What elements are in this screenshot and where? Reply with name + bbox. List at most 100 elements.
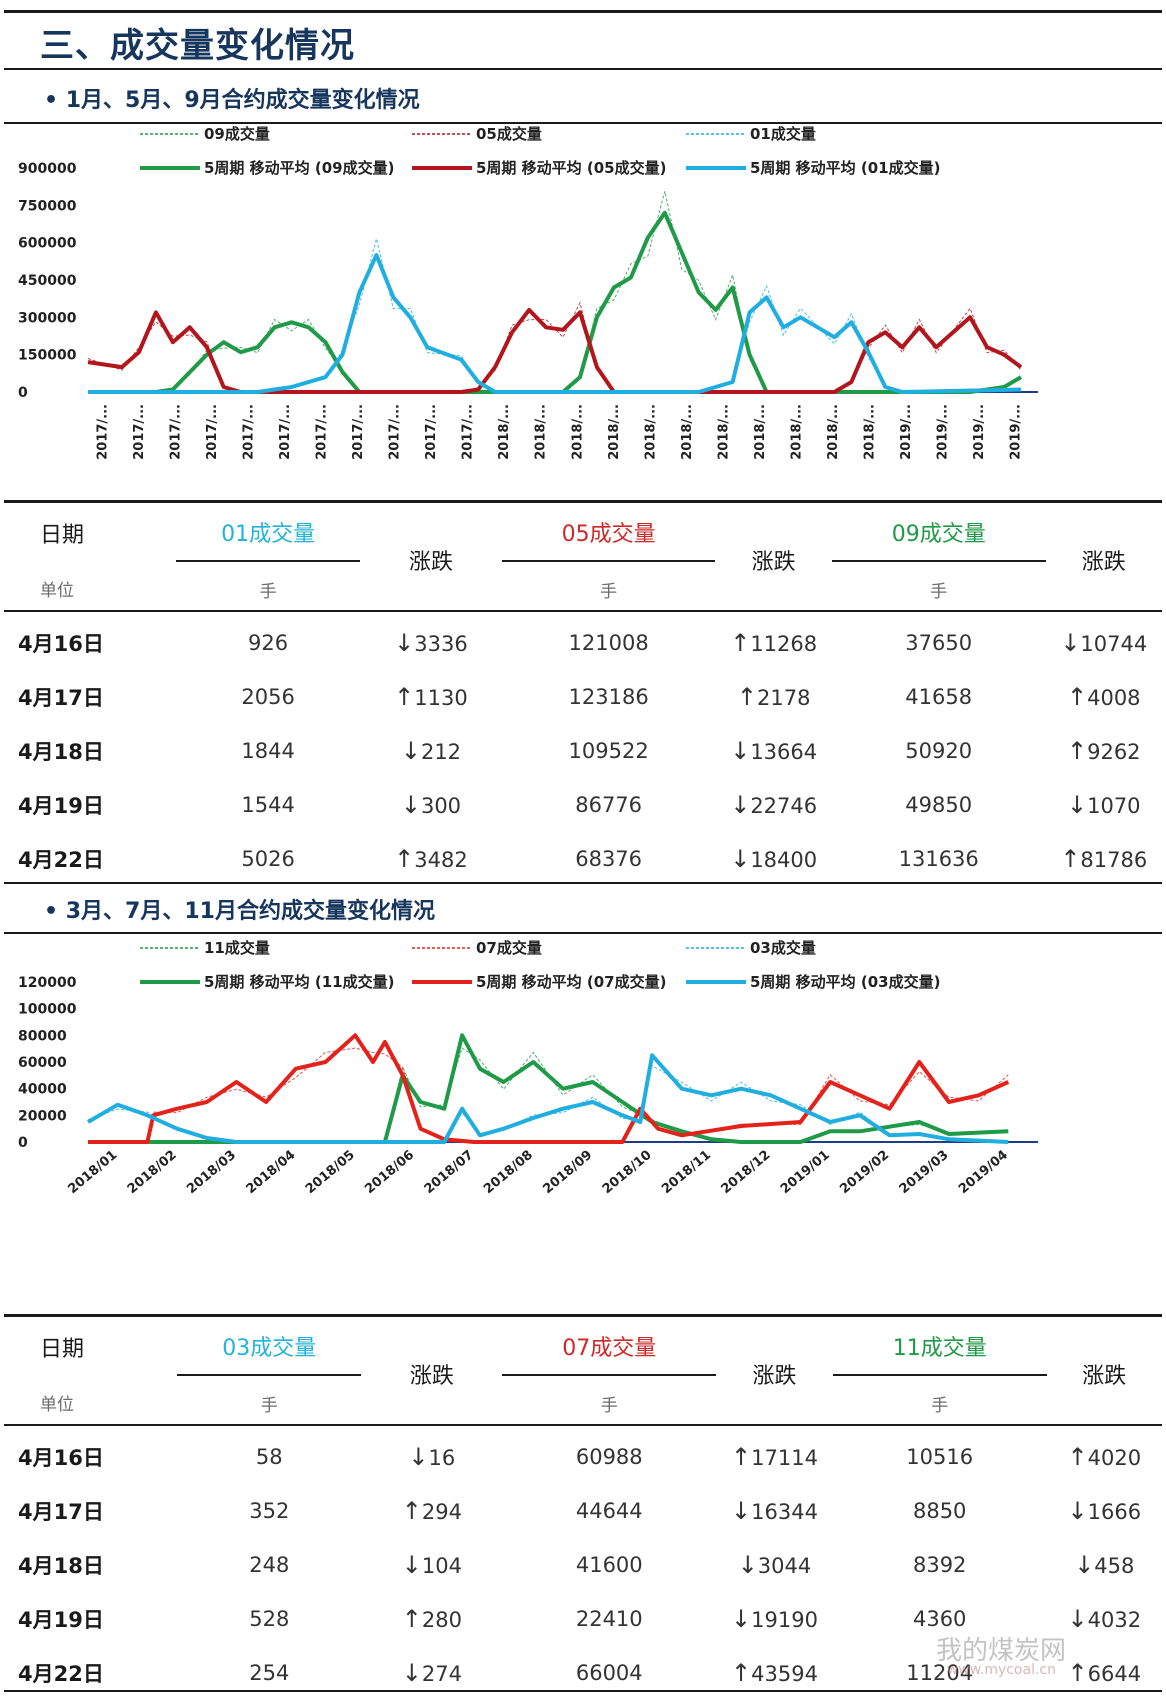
change-header: 涨跌	[408, 550, 453, 575]
row-value-1: 352	[177, 1484, 361, 1538]
change-cell: ↓19190	[716, 1592, 833, 1646]
table-row: 4月18日 248 ↓104 41600 ↓3044 8392 ↓458	[4, 1538, 1162, 1592]
y-tick-label: 150000	[18, 348, 77, 364]
row-value-2-text: 86776	[575, 793, 643, 817]
unit-value: 手	[931, 1395, 949, 1416]
x-tick-label: 2017/...	[95, 404, 110, 460]
row-value-2-text: 41600	[575, 1553, 643, 1577]
table2-body: 4月16日 58 ↓16 60988 ↑17114 10516 ↑4020 4月17日 352 ↑…	[4, 1430, 1162, 1700]
row-value-3: 49850	[832, 778, 1046, 832]
row-value-2: 44644	[502, 1484, 716, 1538]
row-value-3-text: 8850	[912, 1499, 967, 1523]
y-tick-label: 40000	[18, 1082, 67, 1098]
change-value: 212	[420, 740, 462, 764]
row-value-2: 123186	[502, 670, 716, 724]
change-header: 涨跌	[752, 1364, 797, 1389]
change-cell: ↑9262	[1046, 724, 1162, 778]
row-value-3-text: 8392	[912, 1553, 967, 1577]
row-value-3-text: 10516	[906, 1445, 974, 1469]
row-value-3-text: 11204	[906, 1661, 974, 1685]
arrow-up-icon: ↑	[1067, 1659, 1088, 1687]
table-row: 4月19日 528 ↑280 22410 ↓19190 4360 ↓4032	[4, 1592, 1162, 1646]
series-ma-line	[87, 307, 1023, 394]
x-tick-label: 2017/...	[461, 404, 476, 460]
legend-label: 5周期 移动平均 (11成交量)	[204, 973, 394, 991]
x-tick-label: 2017/...	[315, 404, 330, 460]
x-tick-label: 2018/...	[790, 404, 805, 460]
col3-header: 09成交量	[831, 504, 1046, 562]
change-value: 22746	[750, 794, 818, 818]
arrow-down-icon: ↓	[737, 1551, 758, 1579]
legend-label: 07成交量	[476, 939, 542, 957]
change-cell: ↑2178	[715, 670, 831, 724]
arrow-down-icon: ↓	[400, 791, 421, 819]
unit-value: 手	[260, 1395, 278, 1416]
row-value-1: 528	[177, 1592, 361, 1646]
row-date-text: 4月17日	[18, 686, 104, 710]
y-tick-label: 900000	[18, 161, 77, 177]
unit-value: 手	[600, 1395, 618, 1416]
change-header: 涨跌	[751, 550, 796, 575]
change-value: 6644	[1087, 1662, 1142, 1686]
row-date-text: 4月16日	[18, 1446, 104, 1470]
arrow-down-icon: ↓	[730, 791, 751, 819]
x-tick-label: 2018/02	[125, 1148, 180, 1197]
table-row: 4月18日 1844 ↓212 109522 ↓13664 50920 ↑9262	[4, 724, 1162, 778]
section2-title: • 3月、7月、11月合约成交量变化情况	[44, 899, 435, 924]
arrow-up-icon: ↑	[730, 629, 751, 657]
row-value-3: 50920	[832, 724, 1046, 778]
change-cell: ↓4032	[1047, 1592, 1162, 1646]
change-value: 294	[421, 1500, 462, 1524]
x-tick-label: 2018/04	[244, 1148, 299, 1197]
row-date-text: 4月19日	[18, 794, 104, 818]
table-row: 4月17日 352 ↑294 44644 ↓16344 8850 ↓1666	[4, 1484, 1162, 1538]
arrow-up-icon: ↑	[1066, 737, 1088, 765]
table1-body: 4月16日 926 ↓3336 121008 ↑11268 37650 ↓10744 4月17…	[4, 616, 1162, 886]
change-value: 4008	[1087, 686, 1141, 710]
chart1-svg: 09成交量 05成交量 01成交量 5周期 移动平均 (09成交量) 5周期 移动平均 …	[18, 126, 1038, 460]
change-cell: ↑43594	[716, 1646, 833, 1700]
change-cell: ↓22746	[715, 778, 831, 832]
row-date: 4月22日	[4, 832, 176, 886]
row-value-1-text: 352	[249, 1499, 290, 1523]
x-tick-label: 2018/11	[659, 1148, 714, 1197]
row-value-1: 5026	[176, 832, 360, 886]
row-value-1-text: 1844	[241, 739, 295, 763]
x-tick-label: 2017/...	[424, 404, 439, 460]
series-ma-line	[88, 1033, 1009, 1144]
y-tick-label: 80000	[18, 1028, 67, 1044]
arrow-up-icon: ↑	[731, 1443, 752, 1471]
row-value-2: 68376	[502, 832, 716, 886]
row-date: 4月18日	[4, 1538, 177, 1592]
unit-value: 手	[930, 581, 948, 602]
x-tick-label: 2018/...	[534, 404, 549, 460]
row-value-1-text: 1544	[241, 793, 295, 817]
row-value-1-text: 248	[249, 1553, 290, 1577]
row-value-1-text: 254	[249, 1661, 290, 1685]
change-value: 19190	[751, 1608, 818, 1632]
change-cell: ↑11268	[715, 616, 831, 670]
arrow-down-icon: ↓	[731, 1497, 752, 1525]
series-ma-line	[88, 253, 1022, 394]
row-value-1-text: 926	[248, 631, 289, 655]
x-tick-label: 2019/04	[956, 1148, 1011, 1197]
row-value-2: 66004	[502, 1646, 716, 1700]
date-header: 日期	[40, 1336, 85, 1362]
change-value: 274	[421, 1662, 462, 1686]
top-rule	[4, 10, 1162, 13]
row-value-3-text: 37650	[905, 631, 973, 655]
x-tick-label: 2018/03	[184, 1148, 239, 1197]
table2-header-rule	[4, 1424, 1162, 1426]
change-value: 11268	[750, 632, 818, 656]
row-date: 4月17日	[4, 670, 176, 724]
row-date-text: 4月18日	[18, 1554, 104, 1578]
row-value-3: 131636	[832, 832, 1046, 886]
series-raw-line	[88, 191, 1022, 393]
arrow-up-icon: ↑	[736, 683, 757, 711]
x-tick-label: 2017/...	[168, 404, 183, 460]
arrow-down-icon: ↓	[1067, 1605, 1088, 1633]
x-tick-label: 2019/...	[936, 404, 951, 460]
change-cell: ↓3336	[360, 616, 502, 670]
row-value-3: 10516	[833, 1430, 1047, 1484]
unit-label: 单位	[40, 1395, 74, 1415]
